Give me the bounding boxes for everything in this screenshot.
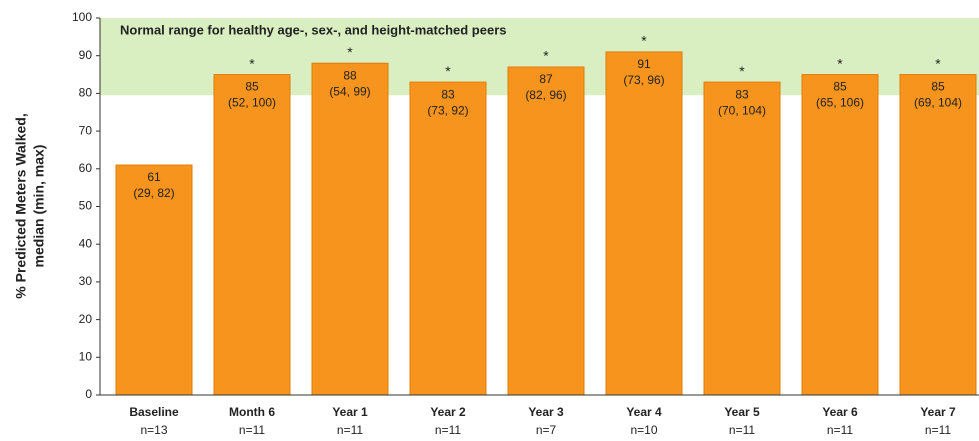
range-label: (52, 100) [228,96,276,110]
sample-size: n=11 [337,423,363,437]
x-tick-label: Month 6 [229,405,275,419]
x-tick-label: Baseline [129,405,179,419]
y-tick-label: 20 [79,312,93,326]
significance-marker: * [445,63,451,79]
sample-size: n=13 [140,423,167,437]
range-label: (82, 96) [525,88,566,102]
bar [703,81,781,396]
significance-marker: * [837,55,843,71]
range-label: (54, 99) [329,84,370,98]
y-tick-label: 50 [79,199,93,213]
value-label: 85 [245,80,259,94]
y-axis-title-line: % Predicted Meters Walked, [13,113,29,298]
range-label: (69, 104) [914,96,962,110]
significance-marker: * [249,55,255,71]
range-label: (65, 106) [816,96,864,110]
range-label: (70, 104) [718,103,766,117]
bar [311,62,389,396]
significance-marker: * [935,55,941,71]
y-tick-label: 100 [72,10,92,24]
y-tick-label: 80 [79,86,93,100]
x-tick-label: Year 2 [430,405,466,419]
x-tick-label: Year 1 [332,405,368,419]
significance-marker: * [543,48,549,64]
sample-size: n=10 [630,423,657,437]
x-tick-label: Year 4 [626,405,662,419]
value-label: 83 [441,87,455,101]
sample-size: n=11 [435,423,461,437]
y-axis-title: % Predicted Meters Walked, median (min, … [13,113,47,298]
bar [899,74,977,396]
y-tick-label: 40 [79,236,93,250]
bar [605,51,683,396]
bar [213,74,291,396]
x-tick-label: Year 3 [528,405,564,419]
value-label: 87 [539,72,553,86]
y-tick-label: 60 [79,161,93,175]
sample-size: n=11 [239,423,265,437]
y-tick-label: 0 [85,387,92,401]
value-label: 88 [343,68,357,82]
value-label: 85 [833,80,847,94]
y-tick-label: 10 [79,349,93,363]
y-tick-label: 90 [79,48,93,62]
bar [409,81,487,396]
sample-size: n=11 [827,423,853,437]
range-label: (29, 82) [133,186,174,200]
value-label: 85 [931,80,945,94]
significance-marker: * [641,33,647,49]
y-axis-title-line: median (min, max) [31,145,47,268]
significance-marker: * [739,63,745,79]
significance-marker: * [347,44,353,60]
sample-size: n=7 [536,423,557,437]
range-label: (73, 92) [427,103,468,117]
bar [507,66,585,396]
y-tick-label: 30 [79,274,93,288]
y-tick-label: 70 [79,123,93,137]
value-label: 83 [735,87,749,101]
range-label: (73, 96) [623,73,664,87]
bar [115,164,193,396]
annotation: Normal range for healthy age-, sex-, and… [120,22,506,37]
x-tick-label: Year 5 [724,405,760,419]
value-label: 61 [147,170,161,184]
value-label: 91 [637,57,651,71]
x-tick-label: Year 7 [920,405,956,419]
sample-size: n=11 [925,423,951,437]
sample-size: n=11 [729,423,755,437]
bar [801,74,879,396]
x-tick-label: Year 6 [822,405,858,419]
